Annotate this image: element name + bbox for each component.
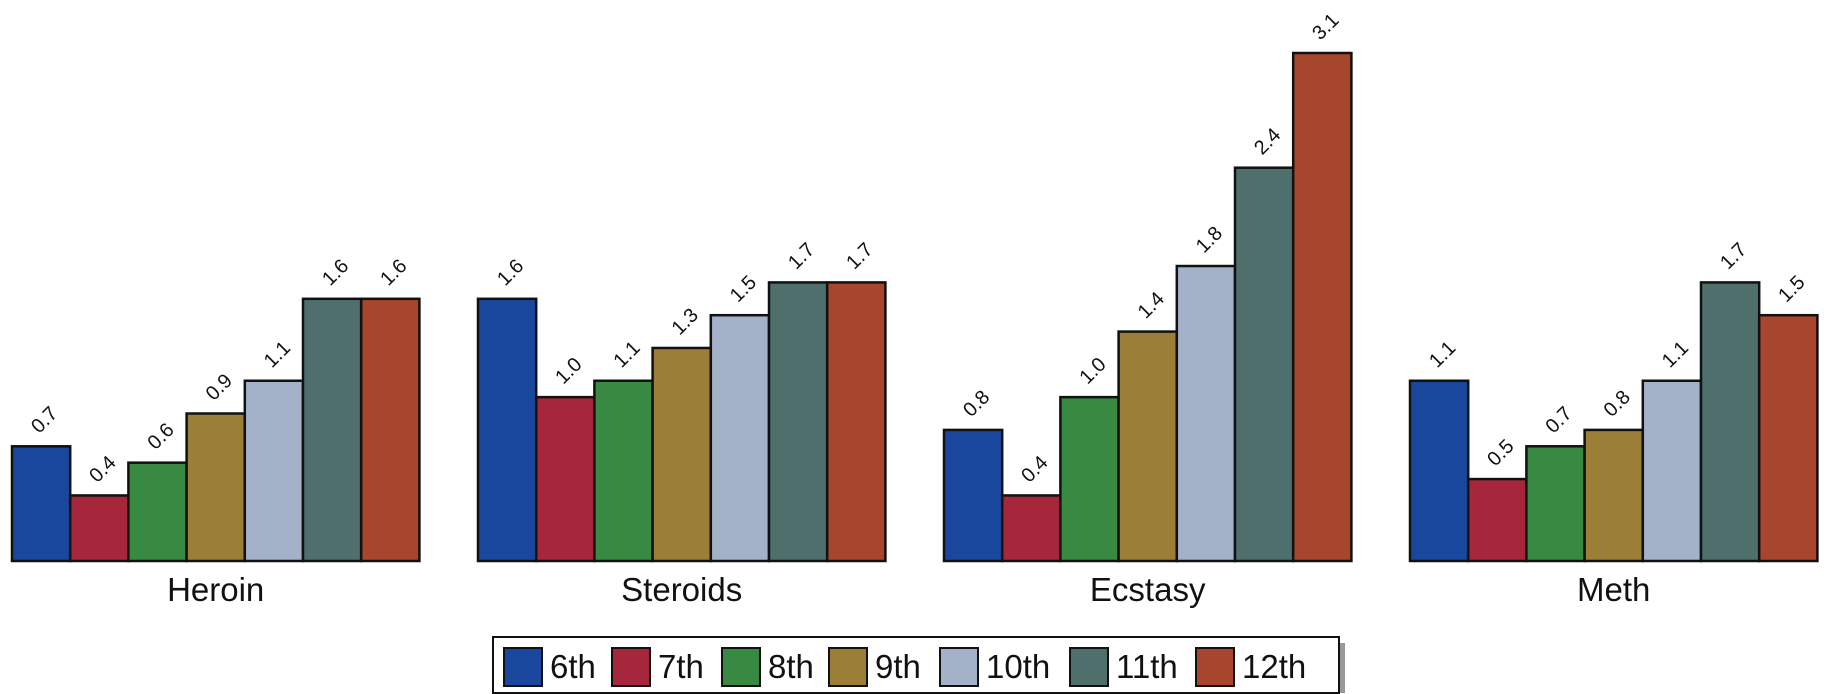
bar-steroids-8th [593,379,654,563]
value-label: 1.6 [493,255,528,290]
value-label: 1.4 [1134,288,1169,323]
bar-meth-8th [1525,445,1586,563]
bar-steroids-12th [825,281,887,563]
bar-ecstasy-12th [1291,51,1353,563]
bar-meth-6th [1408,379,1470,563]
bar-meth-12th [1757,313,1819,563]
value-label: 1.0 [1075,353,1110,388]
value-label: 1.6 [376,255,411,290]
legend-label-12th: 12th [1242,648,1306,685]
bar-group-ecstasy: 0.8 0.4 1.0 1.4 1.8 2.4 3.1 Ecstasy [942,9,1353,608]
legend-swatch-8th [721,647,761,687]
value-label: 1.1 [609,337,644,372]
legend-label-8th: 8th [768,648,814,685]
value-label: 0.7 [27,403,62,438]
legend-label-10th: 10th [986,648,1050,685]
value-label: 0.4 [85,452,120,487]
value-label: 1.6 [318,255,353,290]
bar-heroin-9th [185,412,247,563]
bar-ecstasy-6th [942,428,1004,563]
bar-meth-10th [1641,379,1703,563]
value-label: 1.7 [1716,239,1751,274]
legend: 6th 7th 8th 9th 10th 11th 12th [492,636,1345,694]
value-label: 1.5 [1774,272,1809,307]
bar-meth-7th [1466,477,1528,563]
bar-meth-9th [1583,428,1645,563]
value-label: 1.7 [784,239,819,274]
bar-meth-11th [1699,281,1761,563]
legend-label-7th: 7th [658,648,704,685]
bar-ecstasy-10th [1175,264,1237,563]
value-label: 0.8 [1600,386,1635,421]
value-label: 2.4 [1250,124,1285,159]
bar-heroin-8th [127,461,188,563]
bar-heroin-7th [68,494,130,563]
bar-steroids-9th [651,346,713,563]
legend-swatch-7th [611,647,651,687]
value-label: 0.8 [959,386,994,421]
bar-steroids-7th [534,395,596,563]
bar-ecstasy-7th [1000,494,1062,563]
legend-swatch-10th [939,647,979,687]
bar-steroids-11th [767,281,829,563]
value-label: 0.7 [1541,403,1576,438]
legend-swatch-11th [1069,647,1109,687]
legend-label-11th: 11th [1116,648,1178,685]
value-label: 1.1 [1658,337,1693,372]
value-label: 1.8 [1192,222,1227,257]
category-label: Steroids [621,571,742,608]
bar-heroin-12th [359,297,421,563]
bar-ecstasy-9th [1117,330,1179,563]
legend-label-9th: 9th [875,648,921,685]
bar-group-steroids: 1.6 1.0 1.1 1.3 1.5 1.7 1.7 Steroids [476,239,887,608]
legend-label-6th: 6th [550,648,596,685]
legend-swatch-9th [828,647,868,687]
bar-steroids-10th [709,313,771,563]
value-label: 0.4 [1017,452,1052,487]
bar-group-meth: 1.1 0.5 0.7 0.8 1.1 1.7 1.5 Meth [1408,239,1819,608]
bar-heroin-10th [243,379,305,563]
category-label: Heroin [167,571,264,608]
bar-steroids-6th [476,297,538,563]
value-label: 1.1 [260,337,295,372]
bar-ecstasy-11th [1233,166,1295,563]
value-label: 1.1 [1425,337,1460,372]
value-label: 3.1 [1308,9,1343,44]
legend-swatch-12th [1195,647,1235,687]
value-label: 0.9 [202,370,237,405]
value-label: 1.3 [668,304,703,339]
bar-group-heroin: 0.7 0.4 0.6 0.9 1.1 1.6 1.6 Heroin [10,255,421,608]
bar-heroin-6th [10,445,72,563]
legend-swatch-6th [503,647,543,687]
value-label: 0.5 [1483,435,1518,470]
value-label: 0.6 [143,419,178,454]
value-label: 1.0 [551,353,586,388]
category-label: Ecstasy [1090,571,1206,608]
value-label: 1.5 [726,272,761,307]
category-label: Meth [1577,571,1650,608]
value-label: 1.7 [842,239,877,274]
bar-heroin-11th [301,297,363,563]
bar-ecstasy-8th [1059,395,1120,563]
